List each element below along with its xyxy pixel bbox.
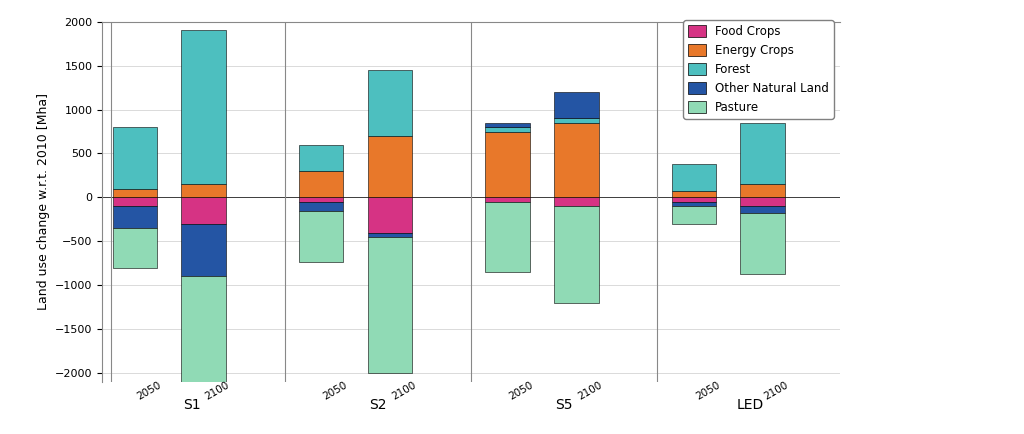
Bar xyxy=(485,123,529,127)
Bar xyxy=(368,136,413,197)
Bar xyxy=(672,197,716,202)
Text: 2050: 2050 xyxy=(322,380,349,402)
Bar xyxy=(181,276,226,391)
Bar xyxy=(554,123,599,197)
Text: S5: S5 xyxy=(555,398,573,412)
Bar xyxy=(113,189,157,197)
Y-axis label: Land use change w.r.t. 2010 [Mha]: Land use change w.r.t. 2010 [Mha] xyxy=(37,93,49,310)
Bar xyxy=(672,206,716,224)
Bar xyxy=(299,171,343,197)
Text: LED: LED xyxy=(737,398,764,412)
Bar xyxy=(740,206,785,213)
Bar xyxy=(113,228,157,268)
Bar xyxy=(368,237,413,373)
Text: 2050: 2050 xyxy=(694,380,722,402)
Bar xyxy=(181,224,226,276)
Text: 2100: 2100 xyxy=(390,380,418,402)
Bar xyxy=(672,202,716,206)
Bar xyxy=(113,197,157,206)
Text: S2: S2 xyxy=(369,398,387,412)
Bar xyxy=(299,210,343,262)
Bar xyxy=(554,206,599,303)
Bar xyxy=(299,202,343,210)
Bar xyxy=(672,164,716,191)
Bar xyxy=(740,184,785,197)
Text: 2050: 2050 xyxy=(508,380,536,402)
Bar xyxy=(368,197,413,233)
Bar xyxy=(368,70,413,136)
Text: 2100: 2100 xyxy=(577,380,604,402)
Bar xyxy=(299,197,343,202)
Bar xyxy=(485,127,529,132)
Bar xyxy=(554,197,599,206)
Text: 2100: 2100 xyxy=(763,380,791,402)
Text: 2050: 2050 xyxy=(135,380,163,402)
Text: S1: S1 xyxy=(182,398,201,412)
Bar xyxy=(113,127,157,189)
Bar xyxy=(485,197,529,202)
Bar xyxy=(299,145,343,171)
Bar xyxy=(181,184,226,197)
Bar xyxy=(485,132,529,197)
Bar xyxy=(740,123,785,184)
Bar xyxy=(485,202,529,272)
Legend: Food Crops, Energy Crops, Forest, Other Natural Land, Pasture: Food Crops, Energy Crops, Forest, Other … xyxy=(683,20,834,118)
Bar xyxy=(554,92,599,118)
Bar xyxy=(554,118,599,123)
Bar xyxy=(672,191,716,197)
Bar xyxy=(368,233,413,237)
Bar xyxy=(181,197,226,224)
Text: 2100: 2100 xyxy=(204,380,231,402)
Bar xyxy=(181,30,226,184)
Bar xyxy=(740,213,785,274)
Bar xyxy=(740,197,785,206)
Bar xyxy=(113,206,157,228)
